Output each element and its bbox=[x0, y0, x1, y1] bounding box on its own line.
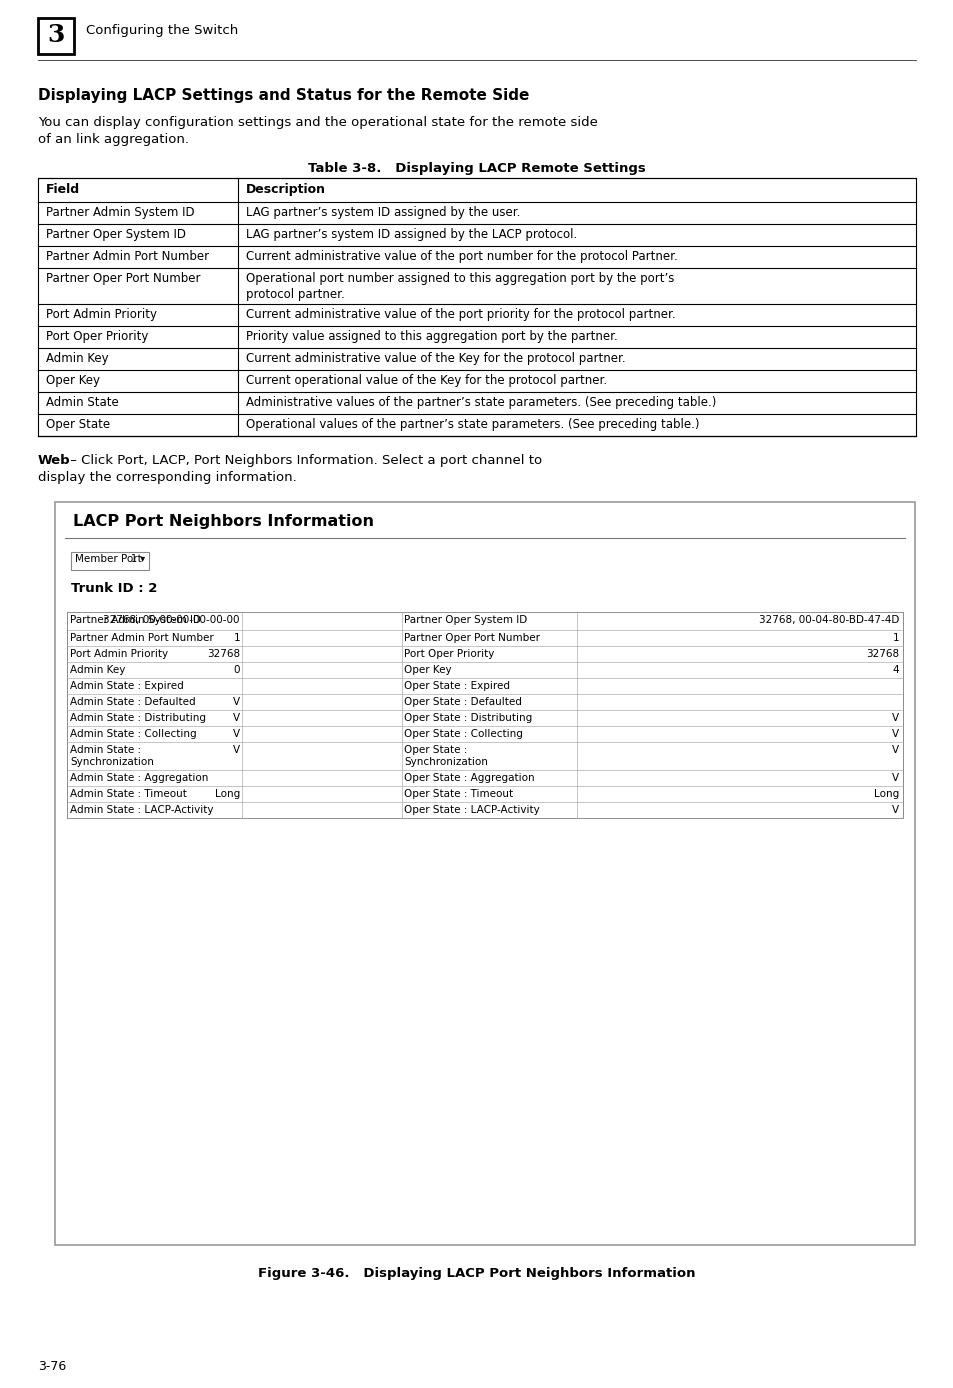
Text: Admin State : LACP-Activity: Admin State : LACP-Activity bbox=[70, 805, 213, 815]
Text: Admin State :
Synchronization: Admin State : Synchronization bbox=[70, 745, 153, 766]
Text: – Click Port, LACP, Port Neighbors Information. Select a port channel to: – Click Port, LACP, Port Neighbors Infor… bbox=[66, 454, 541, 466]
Text: Member Port: Member Port bbox=[75, 554, 142, 564]
Text: 32768, 00-00-00-00-00-00: 32768, 00-00-00-00-00-00 bbox=[103, 615, 240, 625]
Text: 4: 4 bbox=[891, 665, 898, 675]
Bar bbox=[38, 18, 74, 54]
Text: Admin State : Timeout: Admin State : Timeout bbox=[70, 788, 187, 799]
Text: Oper State : LACP-Activity: Oper State : LACP-Activity bbox=[403, 805, 539, 815]
Text: Admin State : Expired: Admin State : Expired bbox=[70, 682, 184, 691]
Text: Partner Oper Port Number: Partner Oper Port Number bbox=[403, 633, 539, 643]
Text: Admin Key: Admin Key bbox=[70, 665, 125, 675]
Text: Current administrative value of the Key for the protocol partner.: Current administrative value of the Key … bbox=[246, 353, 625, 365]
Text: Partner Oper Port Number: Partner Oper Port Number bbox=[46, 272, 200, 285]
Text: Oper State : Timeout: Oper State : Timeout bbox=[403, 788, 513, 799]
Text: Oper State :
Synchronization: Oper State : Synchronization bbox=[403, 745, 487, 766]
Text: Admin State: Admin State bbox=[46, 396, 118, 409]
Text: Partner Admin Port Number: Partner Admin Port Number bbox=[46, 250, 209, 262]
Text: V: V bbox=[891, 773, 898, 783]
Text: Priority value assigned to this aggregation port by the partner.: Priority value assigned to this aggregat… bbox=[246, 330, 618, 343]
Text: Configuring the Switch: Configuring the Switch bbox=[86, 24, 238, 37]
Text: Description: Description bbox=[246, 183, 326, 196]
Text: Table 3-8.   Displaying LACP Remote Settings: Table 3-8. Displaying LACP Remote Settin… bbox=[308, 162, 645, 175]
Text: 32768, 00-04-80-BD-47-4D: 32768, 00-04-80-BD-47-4D bbox=[758, 615, 898, 625]
Text: Web: Web bbox=[38, 454, 71, 466]
Text: 32768: 32768 bbox=[865, 650, 898, 659]
Text: Oper State : Collecting: Oper State : Collecting bbox=[403, 729, 522, 738]
Text: Admin State : Collecting: Admin State : Collecting bbox=[70, 729, 196, 738]
Text: You can display configuration settings and the operational state for the remote : You can display configuration settings a… bbox=[38, 117, 598, 129]
Text: Port Oper Priority: Port Oper Priority bbox=[403, 650, 494, 659]
Text: Long: Long bbox=[873, 788, 898, 799]
Text: Displaying LACP Settings and Status for the Remote Side: Displaying LACP Settings and Status for … bbox=[38, 87, 529, 103]
Text: Partner Admin System ID: Partner Admin System ID bbox=[46, 205, 194, 219]
Text: Trunk ID : 2: Trunk ID : 2 bbox=[71, 582, 157, 595]
Text: LACP Port Neighbors Information: LACP Port Neighbors Information bbox=[73, 514, 374, 529]
Text: Operational port number assigned to this aggregation port by the port’s
protocol: Operational port number assigned to this… bbox=[246, 272, 674, 301]
Text: Current administrative value of the port priority for the protocol partner.: Current administrative value of the port… bbox=[246, 308, 675, 321]
Bar bbox=[38, 178, 915, 436]
Text: Port Admin Priority: Port Admin Priority bbox=[70, 650, 168, 659]
Text: Port Admin Priority: Port Admin Priority bbox=[46, 308, 157, 321]
Bar bbox=[67, 612, 902, 818]
Text: Port Oper Priority: Port Oper Priority bbox=[46, 330, 149, 343]
Text: Oper State : Aggregation: Oper State : Aggregation bbox=[403, 773, 534, 783]
Text: 1: 1 bbox=[891, 633, 898, 643]
Text: display the corresponding information.: display the corresponding information. bbox=[38, 471, 296, 484]
Text: V: V bbox=[233, 697, 240, 706]
Text: Oper Key: Oper Key bbox=[46, 373, 100, 387]
Text: Admin State : Defaulted: Admin State : Defaulted bbox=[70, 697, 195, 706]
Text: Oper State : Defaulted: Oper State : Defaulted bbox=[403, 697, 521, 706]
Text: V: V bbox=[891, 713, 898, 723]
Text: Partner Admin System ID: Partner Admin System ID bbox=[70, 615, 201, 625]
Text: LAG partner’s system ID assigned by the LACP protocol.: LAG partner’s system ID assigned by the … bbox=[246, 228, 577, 242]
Text: V: V bbox=[233, 729, 240, 738]
Text: LAG partner’s system ID assigned by the user.: LAG partner’s system ID assigned by the … bbox=[246, 205, 519, 219]
Text: Oper State : Distributing: Oper State : Distributing bbox=[403, 713, 532, 723]
Text: Admin State : Distributing: Admin State : Distributing bbox=[70, 713, 206, 723]
Text: Partner Oper System ID: Partner Oper System ID bbox=[403, 615, 527, 625]
Text: Figure 3-46.   Displaying LACP Port Neighbors Information: Figure 3-46. Displaying LACP Port Neighb… bbox=[258, 1267, 695, 1280]
Text: 3: 3 bbox=[48, 24, 65, 47]
Bar bbox=[71, 552, 149, 570]
Text: Partner Oper System ID: Partner Oper System ID bbox=[46, 228, 186, 242]
Text: 3-76: 3-76 bbox=[38, 1360, 66, 1373]
Text: Admin State : Aggregation: Admin State : Aggregation bbox=[70, 773, 208, 783]
Bar bbox=[55, 502, 914, 1245]
Text: V: V bbox=[891, 745, 898, 755]
Text: 1 ▾: 1 ▾ bbox=[131, 554, 145, 564]
Text: Oper Key: Oper Key bbox=[403, 665, 451, 675]
Text: of an link aggregation.: of an link aggregation. bbox=[38, 133, 189, 146]
Text: V: V bbox=[891, 729, 898, 738]
Text: V: V bbox=[233, 745, 240, 755]
Text: Partner Admin Port Number: Partner Admin Port Number bbox=[70, 633, 213, 643]
Text: Current operational value of the Key for the protocol partner.: Current operational value of the Key for… bbox=[246, 373, 606, 387]
Text: 0: 0 bbox=[233, 665, 240, 675]
Text: V: V bbox=[891, 805, 898, 815]
Text: Current administrative value of the port number for the protocol Partner.: Current administrative value of the port… bbox=[246, 250, 677, 262]
Text: Oper State : Expired: Oper State : Expired bbox=[403, 682, 510, 691]
Text: V: V bbox=[233, 713, 240, 723]
Text: 1: 1 bbox=[233, 633, 240, 643]
Text: Admin Key: Admin Key bbox=[46, 353, 109, 365]
Text: Oper State: Oper State bbox=[46, 418, 110, 432]
Text: Long: Long bbox=[214, 788, 240, 799]
Text: Field: Field bbox=[46, 183, 80, 196]
Text: Administrative values of the partner’s state parameters. (See preceding table.): Administrative values of the partner’s s… bbox=[246, 396, 716, 409]
Text: Operational values of the partner’s state parameters. (See preceding table.): Operational values of the partner’s stat… bbox=[246, 418, 699, 432]
Text: 32768: 32768 bbox=[207, 650, 240, 659]
